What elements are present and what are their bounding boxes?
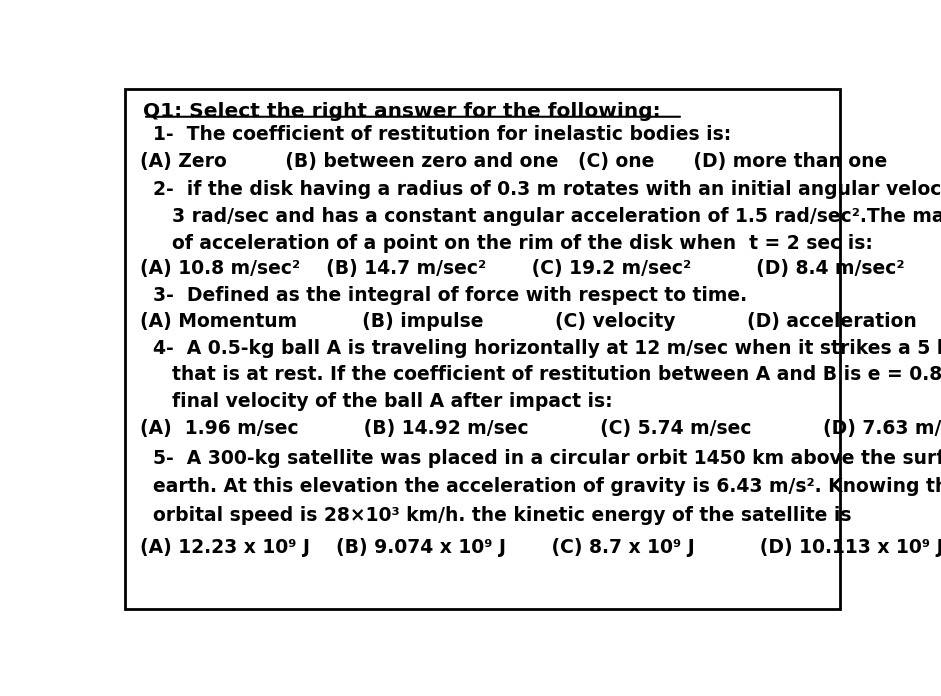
Text: of acceleration of a point on the rim of the disk when  t = 2 sec is:: of acceleration of a point on the rim of… xyxy=(172,234,873,253)
Text: 3-  Defined as the integral of force with respect to time.: 3- Defined as the integral of force with… xyxy=(152,286,747,305)
Text: final velocity of the ball A after impact is:: final velocity of the ball A after impac… xyxy=(172,393,613,411)
Text: (A) 10.8 m/sec²    (B) 14.7 m/sec²       (C) 19.2 m/sec²          (D) 8.4 m/sec²: (A) 10.8 m/sec² (B) 14.7 m/sec² (C) 19.2… xyxy=(139,260,904,278)
Text: 2-  if the disk having a radius of 0.3 m rotates with an initial angular velocit: 2- if the disk having a radius of 0.3 m … xyxy=(152,180,941,199)
Text: earth. At this elevation the acceleration of gravity is 6.43 m/s². Knowing that : earth. At this elevation the acceleratio… xyxy=(152,477,941,496)
Text: (A) Momentum          (B) impulse           (C) velocity           (D) accelerat: (A) Momentum (B) impulse (C) velocity (D… xyxy=(139,312,917,331)
Text: 1-  The coefficient of restitution for inelastic bodies is:: 1- The coefficient of restitution for in… xyxy=(152,125,731,144)
Text: (A)  1.96 m/sec          (B) 14.92 m/sec           (C) 5.74 m/sec           (D) : (A) 1.96 m/sec (B) 14.92 m/sec (C) 5.74 … xyxy=(139,419,941,438)
Text: 4-  A 0.5-kg ball A is traveling horizontally at 12 m/sec when it strikes a 5 kg: 4- A 0.5-kg ball A is traveling horizont… xyxy=(152,339,941,358)
Text: orbital speed is 28×10³ km/h. the kinetic energy of the satellite is: orbital speed is 28×10³ km/h. the kineti… xyxy=(152,506,851,525)
Text: 5-  A 300-kg satellite was placed in a circular orbit 1450 km above the surface : 5- A 300-kg satellite was placed in a ci… xyxy=(152,449,941,468)
Text: 3 rad/sec and has a constant angular acceleration of 1.5 rad/sec².The magnitudes: 3 rad/sec and has a constant angular acc… xyxy=(172,207,941,226)
Text: that is at rest. If the coefficient of restitution between A and B is e = 0.8, t: that is at rest. If the coefficient of r… xyxy=(172,365,941,384)
Text: Q1: Select the right answer for the following:: Q1: Select the right answer for the foll… xyxy=(143,102,661,121)
FancyBboxPatch shape xyxy=(125,89,839,609)
Text: (A) Zero         (B) between zero and one   (C) one      (D) more than one: (A) Zero (B) between zero and one (C) on… xyxy=(139,152,886,171)
Text: (A) 12.23 x 10⁹ J    (B) 9.074 x 10⁹ J       (C) 8.7 x 10⁹ J          (D) 10.113: (A) 12.23 x 10⁹ J (B) 9.074 x 10⁹ J (C) … xyxy=(139,538,941,557)
